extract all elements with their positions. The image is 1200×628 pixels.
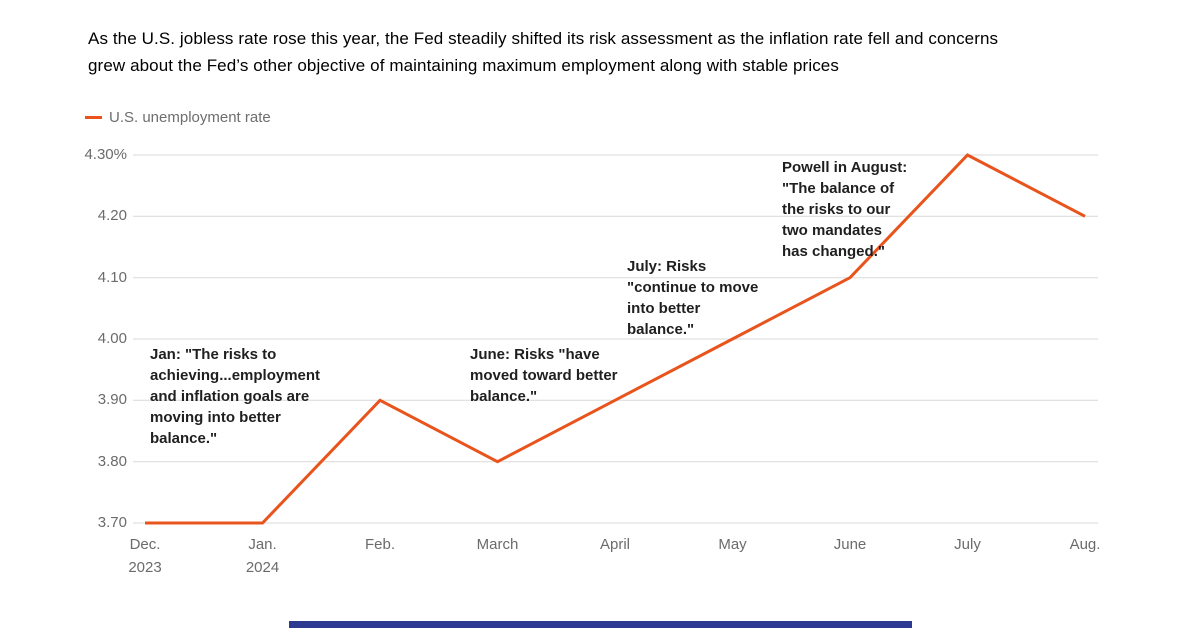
month-label: Dec. [129, 536, 161, 553]
month-label: March [476, 536, 519, 553]
x-tick-label: March [438, 537, 558, 553]
y-tick-label: 3.70 [97, 514, 127, 531]
legend: U.S. unemployment rate [85, 109, 271, 126]
unemployment-rate-line [145, 153, 1086, 525]
x-tick-label: Feb. [320, 537, 440, 553]
month-label: June [833, 536, 867, 553]
month-label: April [599, 536, 630, 553]
annotation-powell-august: Powell in August: "The balance of the ri… [782, 159, 908, 260]
annotation-july: July: Risks "continue to move into bette… [627, 258, 759, 338]
y-tick-label: 4.20 [97, 207, 127, 225]
month-label: Aug. [1069, 536, 1101, 553]
x-tick-label: Aug. [1025, 537, 1145, 553]
legend-line-swatch [85, 116, 102, 119]
month-label: Feb. [364, 536, 395, 553]
headline: As the U.S. jobless rate rose this year,… [88, 29, 999, 75]
month-label: Jan. [248, 536, 277, 553]
month-label: July [954, 536, 981, 553]
x-tick-label: Dec. 2023 [85, 537, 205, 576]
legend-label: U.S. unemployment rate [109, 109, 271, 126]
y-tick-label: 3.80 [97, 452, 127, 470]
footer-bar [289, 621, 912, 628]
annotation-jan: Jan: "The risks to achieving...employmen… [150, 346, 321, 447]
year-label: 2023 [128, 559, 162, 576]
y-tick-label: 4.00 [97, 330, 127, 347]
x-tick-label: Jan. 2024 [203, 537, 323, 576]
y-tick-label: 3.90 [97, 391, 127, 409]
month-label: May [718, 536, 747, 553]
annotation-june: June: Risks "have moved toward better ba… [470, 346, 618, 405]
y-tick-label: 4.10 [97, 268, 127, 286]
x-tick-label: May [673, 537, 793, 553]
x-tick-label: April [555, 537, 675, 553]
year-label: 2024 [245, 559, 280, 576]
x-tick-label: June [790, 537, 910, 553]
y-tick-label: 4.30% [84, 146, 127, 163]
x-tick-label: July [908, 537, 1028, 553]
